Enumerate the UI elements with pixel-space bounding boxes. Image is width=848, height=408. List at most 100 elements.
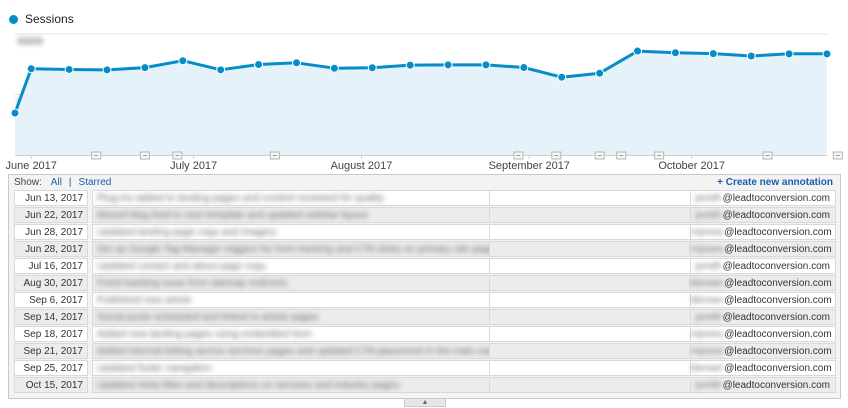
data-point[interactable]: [595, 68, 605, 78]
data-point[interactable]: [784, 49, 794, 59]
create-annotation-link[interactable]: + Create new annotation: [717, 177, 833, 188]
annotation-markers: [91, 151, 843, 160]
y-tick-label-obscured: [17, 37, 43, 45]
data-point[interactable]: [519, 63, 529, 73]
annotation-marker-icon[interactable]: [616, 151, 627, 160]
annotation-author: jsmith@leadtoconversion.com: [690, 258, 836, 274]
annotation-date: Jun 28, 2017: [14, 241, 88, 257]
author-user: kbrown: [691, 278, 724, 289]
x-tick-label: September 2017: [489, 160, 570, 172]
data-point[interactable]: [291, 58, 301, 68]
annotation-row[interactable]: Jun 28, 2017 Updated landing page copy an…: [14, 224, 836, 240]
x-tick-label: October 2017: [658, 160, 725, 172]
collapse-panel-button[interactable]: ▲: [404, 398, 446, 407]
data-point[interactable]: [102, 65, 112, 75]
annotation-row[interactable]: Oct 15, 2017 Updated meta titles and desc…: [14, 377, 836, 393]
author-user: mjones: [691, 346, 724, 357]
annotation-author: mjones@leadtoconversion.com: [690, 343, 836, 359]
filter-all-link[interactable]: All: [50, 177, 62, 188]
row-spacer: [490, 275, 690, 291]
annotation-author: jsmith@leadtoconversion.com: [690, 207, 836, 223]
data-point[interactable]: [405, 60, 415, 70]
annotation-marker-icon[interactable]: [513, 151, 524, 160]
annotation-author: jsmith@leadtoconversion.com: [690, 309, 836, 325]
annotation-date: Sep 25, 2017: [14, 360, 88, 376]
annotation-author: kbrown@leadtoconversion.com: [690, 275, 836, 291]
row-spacer: [490, 190, 690, 206]
annotation-date: Sep 18, 2017: [14, 326, 88, 342]
row-spacer: [490, 258, 690, 274]
annotation-row[interactable]: Aug 30, 2017 Fixed tracking issue from si…: [14, 275, 836, 291]
annotation-author: kbrown@leadtoconversion.com: [690, 292, 836, 308]
annotation-text: Social posts scheduled and linked to art…: [92, 309, 490, 325]
annotation-author: jsmith@leadtoconversion.com: [690, 377, 836, 393]
annotation-text: Updated contact and about page copy: [92, 258, 490, 274]
annotation-date: Sep 14, 2017: [14, 309, 88, 325]
data-point[interactable]: [64, 64, 74, 74]
annotation-marker-icon[interactable]: [91, 151, 102, 160]
annotation-text: Added new landing pages using embedded f…: [92, 326, 490, 342]
annotations-panel: Show: All | Starred + Create new annotat…: [8, 174, 841, 399]
data-point[interactable]: [26, 64, 36, 74]
data-point[interactable]: [633, 46, 643, 56]
filter-separator: |: [68, 177, 72, 188]
annotation-marker-icon[interactable]: [832, 151, 843, 160]
row-spacer: [490, 360, 690, 376]
row-spacer: [490, 377, 690, 393]
annotation-row[interactable]: Jul 16, 2017 Updated contact and about pa…: [14, 258, 836, 274]
annotation-row[interactable]: Jun 22, 2017 Moved blog feed to new templ…: [14, 207, 836, 223]
annotation-marker-icon[interactable]: [139, 151, 150, 160]
annotation-row[interactable]: Sep 14, 2017 Social posts scheduled and l…: [14, 309, 836, 325]
annotation-text: Updated footer navigation: [92, 360, 490, 376]
annotation-date: Jul 16, 2017: [14, 258, 88, 274]
annotation-row[interactable]: Sep 25, 2017 Updated footer navigation kbr…: [14, 360, 836, 376]
annotation-date: Jun 22, 2017: [14, 207, 88, 223]
annotation-author: kbrown@leadtoconversion.com: [690, 360, 836, 376]
annotation-row[interactable]: Sep 21, 2017 Added internal linking acros…: [14, 343, 836, 359]
annotation-row[interactable]: Sep 6, 2017 Published new article kbrown@l…: [14, 292, 836, 308]
annotation-date: Sep 6, 2017: [14, 292, 88, 308]
sessions-area: [15, 51, 827, 155]
chart-legend[interactable]: Sessions: [9, 11, 74, 27]
annotation-marker-icon[interactable]: [594, 151, 605, 160]
data-point[interactable]: [178, 56, 188, 66]
annotation-text: Fixed tracking issue from sitemap redire…: [92, 275, 490, 291]
author-domain: @leadtoconversion.com: [722, 380, 830, 391]
author-domain: @leadtoconversion.com: [722, 261, 830, 272]
x-axis-ticks: June 2017 July 2017 August 2017 September 2…: [6, 155, 725, 172]
annotation-date: Aug 30, 2017: [14, 275, 88, 291]
data-point[interactable]: [443, 60, 453, 70]
annotation-author: mjones@leadtoconversion.com: [690, 326, 836, 342]
data-point[interactable]: [557, 72, 567, 82]
data-point[interactable]: [822, 49, 832, 59]
author-domain: @leadtoconversion.com: [724, 363, 832, 374]
annotation-date: Jun 13, 2017: [14, 190, 88, 206]
data-point[interactable]: [216, 65, 226, 75]
annotation-marker-icon[interactable]: [762, 151, 773, 160]
annotation-text: Published new article: [92, 292, 490, 308]
author-user: kbrown: [691, 295, 724, 306]
annotation-marker-icon[interactable]: [654, 151, 665, 160]
data-point[interactable]: [367, 63, 377, 73]
filter-starred-link[interactable]: Starred: [78, 177, 112, 188]
annotation-row[interactable]: Jun 13, 2017 Plug-ins added to landing pa…: [14, 190, 836, 206]
x-tick-label: July 2017: [170, 160, 217, 172]
data-point[interactable]: [746, 51, 756, 61]
data-point[interactable]: [329, 63, 339, 73]
author-domain: @leadtoconversion.com: [724, 346, 832, 357]
author-domain: @leadtoconversion.com: [722, 193, 830, 204]
row-spacer: [490, 241, 690, 257]
data-point[interactable]: [10, 108, 20, 118]
data-point[interactable]: [708, 49, 718, 59]
annotation-marker-icon[interactable]: [269, 151, 280, 160]
author-domain: @leadtoconversion.com: [724, 329, 832, 340]
data-point[interactable]: [254, 59, 264, 69]
data-point[interactable]: [481, 60, 491, 70]
annotation-row[interactable]: Sep 18, 2017 Added new landing pages usin…: [14, 326, 836, 342]
data-point[interactable]: [140, 63, 150, 73]
annotation-marker-icon[interactable]: [551, 151, 562, 160]
author-user: mjones: [691, 329, 724, 340]
data-point[interactable]: [670, 48, 680, 58]
annotation-marker-icon[interactable]: [172, 151, 183, 160]
annotation-row[interactable]: Jun 28, 2017 Set up Google Tag Manager tr…: [14, 241, 836, 257]
